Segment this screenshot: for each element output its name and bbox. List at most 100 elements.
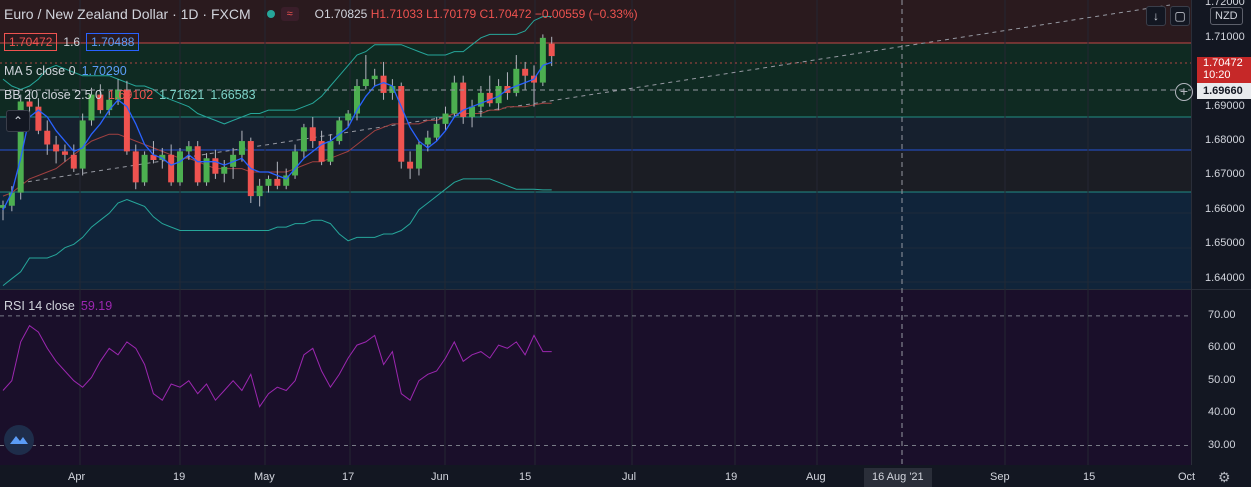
currency-selector[interactable]: NZD	[1210, 7, 1243, 25]
candle-body[interactable]	[212, 158, 219, 174]
zone-blue	[0, 117, 1191, 150]
candle-body[interactable]	[380, 75, 387, 93]
candle-body[interactable]	[79, 120, 86, 169]
bb-upper-value: 1.71621	[159, 88, 205, 102]
price-tick-label: 1.69000	[1205, 99, 1245, 112]
rsi-pane-bg	[0, 290, 1191, 465]
candle-body[interactable]	[44, 130, 51, 145]
candle-body[interactable]	[115, 89, 122, 100]
candle-body[interactable]	[0, 205, 6, 208]
candle-body[interactable]	[53, 144, 60, 152]
wave-icon[interactable]: ≈	[280, 7, 299, 21]
candle-body[interactable]	[265, 178, 272, 186]
candle-body[interactable]	[415, 144, 422, 169]
ma-line	[2, 61, 552, 211]
candle-body[interactable]	[61, 151, 68, 155]
candle-body[interactable]	[424, 137, 431, 145]
candle-body[interactable]	[513, 68, 520, 93]
rsi-tick-label: 70.00	[1208, 308, 1236, 321]
candle-body[interactable]	[17, 101, 24, 193]
candle-body[interactable]	[460, 82, 467, 117]
candle-body[interactable]	[548, 43, 555, 57]
candle-body[interactable]	[336, 120, 343, 142]
candle-body[interactable]	[203, 158, 210, 183]
candle-body[interactable]	[256, 185, 263, 197]
candle-body[interactable]	[274, 178, 281, 186]
candle-body[interactable]	[398, 86, 405, 162]
rsi-tick-label: 30.00	[1208, 438, 1236, 451]
sell-button[interactable]: 1.70472	[4, 33, 58, 51]
time-tick-label: 17	[342, 471, 355, 483]
candle-body[interactable]	[318, 141, 325, 162]
candle-body[interactable]	[522, 68, 529, 76]
candle-body[interactable]	[123, 89, 130, 152]
candle-body[interactable]	[495, 86, 502, 104]
arrow-down-icon[interactable]: ↓	[1146, 6, 1166, 26]
candle-body[interactable]	[486, 92, 493, 104]
ohlc-open: O1.70825	[314, 7, 368, 21]
time-tick-label: 15	[519, 471, 532, 483]
candle-body[interactable]	[345, 113, 352, 121]
candle-body[interactable]	[26, 101, 33, 107]
candle-body[interactable]	[354, 86, 360, 114]
symbol-title[interactable]: Euro / New Zealand Dollar · 1D · FXCM	[4, 6, 251, 22]
candles[interactable]	[0, 34, 555, 221]
bb-legend[interactable]: BB 20 close 2.5 0 1.69102 1.71621 1.6658…	[4, 88, 256, 102]
candle-body[interactable]	[230, 154, 237, 167]
candle-body[interactable]	[177, 151, 183, 183]
candle-body[interactable]	[362, 79, 369, 87]
candle-body[interactable]	[327, 141, 334, 162]
tradingview-logo-icon[interactable]	[4, 425, 34, 455]
candle-body[interactable]	[88, 94, 95, 121]
candle-body[interactable]	[141, 154, 148, 183]
candle-body[interactable]	[469, 106, 476, 117]
ma-legend[interactable]: MA 5 close 0 1.70290	[4, 64, 127, 78]
candle-body[interactable]	[283, 175, 290, 186]
trade-panel: 1.70472 1.6 1.70488	[4, 33, 140, 51]
candle-body[interactable]	[194, 146, 201, 183]
rsi-tick-label: 60.00	[1208, 341, 1236, 354]
candle-body[interactable]	[389, 86, 396, 93]
candle-body[interactable]	[185, 146, 192, 152]
market-status-icon	[266, 10, 275, 18]
candle-body[interactable]	[451, 82, 458, 114]
chevron-up-icon[interactable]: ⌃	[6, 110, 30, 132]
fullscreen-icon[interactable]: ▢	[1170, 6, 1190, 26]
candle-body[interactable]	[292, 151, 299, 176]
candle-body[interactable]	[132, 151, 139, 183]
gear-icon[interactable]: ⚙	[1218, 469, 1231, 485]
candle-body[interactable]	[300, 127, 307, 152]
candle-body[interactable]	[106, 99, 113, 111]
buy-button[interactable]: 1.70488	[86, 33, 140, 51]
crosshair-price-label: 1.69660	[1197, 83, 1251, 99]
candle-body[interactable]	[238, 141, 245, 155]
candle-body[interactable]	[97, 94, 104, 111]
rsi-tick-label: 50.00	[1208, 373, 1236, 386]
candle-body[interactable]	[371, 75, 378, 80]
spread-value: 1.6	[63, 35, 81, 49]
time-tick-label: 19	[173, 471, 186, 483]
candle-body[interactable]	[150, 154, 157, 160]
time-tick-label: Jun	[431, 471, 449, 483]
candle-body[interactable]	[8, 192, 15, 206]
time-tick-label: Apr	[68, 471, 86, 483]
candle-body[interactable]	[433, 123, 440, 138]
rsi-value: 59.19	[80, 299, 113, 313]
rsi-legend[interactable]: RSI 14 close 59.19	[4, 299, 112, 313]
candle-body[interactable]	[539, 37, 546, 83]
candle-body[interactable]	[168, 154, 175, 183]
candle-body[interactable]	[309, 127, 316, 142]
trend-line	[19, 4, 1171, 184]
candle-body[interactable]	[442, 113, 449, 124]
candle-body[interactable]	[70, 154, 77, 169]
ma-value: 1.70290	[81, 64, 127, 78]
candle-body[interactable]	[477, 92, 484, 107]
candle-body[interactable]	[35, 106, 42, 131]
candle-body[interactable]	[159, 154, 166, 160]
bb-upper-line	[2, 16, 552, 125]
candle-body[interactable]	[407, 161, 414, 169]
plus-circle-icon[interactable]: +	[1175, 83, 1193, 101]
candle-body[interactable]	[221, 166, 228, 174]
